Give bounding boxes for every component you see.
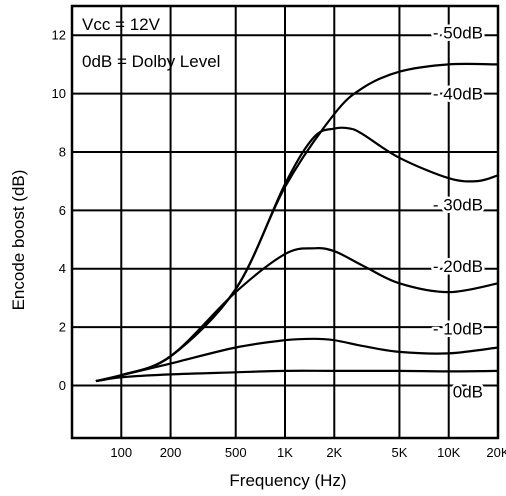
annotation-vcc: Vcc = 12V xyxy=(82,15,161,34)
y-tick-6: 6 xyxy=(59,203,66,218)
x-tick-1K: 1K xyxy=(277,445,293,460)
x-axis-label: Frequency (Hz) xyxy=(229,471,346,490)
curve-label-3: - 20dB xyxy=(433,257,483,276)
curve-2 xyxy=(95,247,499,383)
x-tick-100: 100 xyxy=(110,445,132,460)
annotation-dolby-level: 0dB = Dolby Level xyxy=(82,52,220,71)
tick-labels: 100 200 500 1K 2K 5K 10K 20K 0 2 4 6 8 10 12 xyxy=(52,28,506,460)
y-tick-0: 0 xyxy=(59,378,66,393)
curve-3 xyxy=(95,337,499,383)
plot-border xyxy=(70,4,500,440)
curve-label-4: - 10dB xyxy=(433,320,483,339)
grid-lines xyxy=(72,6,499,438)
plot-frame xyxy=(70,4,500,440)
curve-label-1: - 40dB xyxy=(433,85,483,104)
y-tick-12: 12 xyxy=(52,28,66,43)
y-axis-label: Encode boost (dB) xyxy=(9,170,28,311)
curve-label-5: 0dB xyxy=(453,382,483,401)
x-tick-10K: 10K xyxy=(437,445,460,460)
curve-4 xyxy=(95,369,499,383)
x-tick-5K: 5K xyxy=(391,445,407,460)
y-tick-2: 2 xyxy=(59,320,66,335)
x-tick-2K: 2K xyxy=(326,445,342,460)
y-tick-8: 8 xyxy=(59,144,66,159)
curve-label-2: - 30dB xyxy=(433,195,483,214)
x-tick-200: 200 xyxy=(160,445,182,460)
x-tick-500: 500 xyxy=(225,445,247,460)
curve-label-0: - 50dB xyxy=(433,23,483,42)
curve-labels: - 50dB - 40dB - 30dB - 20dB - 10dB 0dB xyxy=(430,21,485,404)
x-tick-20K: 20K xyxy=(486,445,506,460)
y-tick-10: 10 xyxy=(52,86,66,101)
curves xyxy=(95,62,499,383)
y-tick-4: 4 xyxy=(59,261,66,276)
